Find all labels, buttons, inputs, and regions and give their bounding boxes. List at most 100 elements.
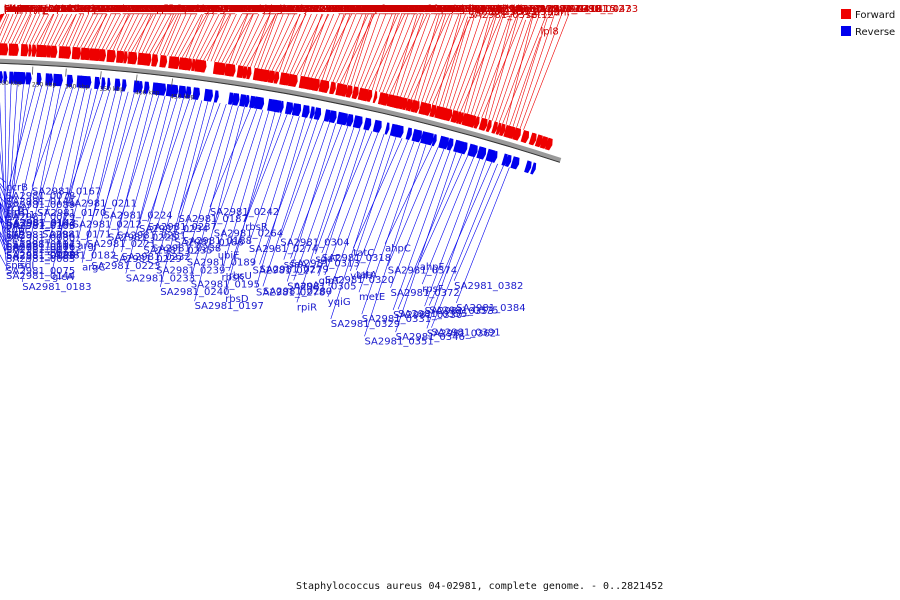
forward-gene-label: lctE [179,4,198,15]
forward-gene-label: SA2981_0213 [151,4,220,15]
forward-gene-label: SA2981_0332 [408,4,477,15]
gene-connector [235,13,260,66]
forward-gene-label: SA2981_0245 [209,4,278,15]
gene-connector [134,13,152,53]
forward-cds-arrow [242,66,248,79]
reverse-cds-arrow [304,105,310,118]
forward-gene-label: SA2981_0299 [366,4,435,15]
reverse-gene-label: SA2981_0362 [427,328,496,339]
ruler-label: 350 kbp [100,86,125,93]
reverse-gene-label: SA2981_0167 [32,187,101,198]
forward-cds-arrow [46,45,52,58]
forward-gene-label: SA2981_0315 [386,4,455,15]
forward-gene-label: SA2981_0246 [214,4,283,15]
gene-connector [261,13,284,70]
reverse-cds-arrow [295,103,302,117]
ruler-tick [65,68,67,77]
gene-connector [147,98,190,223]
forward-gene-label: uhpT [171,4,197,15]
gene-connector [0,191,7,219]
forward-gene-label: lctP [4,4,22,15]
reverse-gene-label: SA2981_0274 [249,244,318,255]
reverse-gene-label: SA2981_0170 [37,208,106,219]
forward-gene-label: tnpC [4,4,28,15]
gene-connector [194,106,245,302]
forward-gene-label: SA2981_0323 [405,4,474,15]
forward-cds-arrow [482,118,488,131]
gene-connector [421,156,475,285]
forward-gene-label: SA2981_0349 [424,4,493,15]
gene-connector [325,13,351,81]
gene-connector [221,13,248,64]
reverse-gene-label: sirB [6,207,25,218]
ruler-label: 300 kbp [65,84,90,91]
gene-connector [145,13,167,54]
forward-gene-label: sbnD [4,4,30,15]
gene-connector [31,86,67,187]
reverse-gene-label: SA2981_0384 [456,303,525,314]
forward-gene-label: SA2981_0291 [323,4,392,15]
reverse-gene-label: SA2981_0374 [388,266,457,277]
gene-connector [449,13,483,110]
gene-connector [248,115,294,244]
forward-cds-arrow [539,136,548,149]
reverse-gene-label: glcA [52,272,74,283]
forward-gene-label: sbnB [4,4,29,15]
gene-connector [243,13,271,67]
forward-cds-arrow [485,119,492,133]
gene-connector [225,13,254,64]
gene-connector [141,13,162,54]
forward-gene-label: SA2981_0200 [111,4,180,15]
forward-gene-label: geh [459,4,478,15]
gene-connector [414,13,440,101]
forward-gene-label: lpl8 [541,27,559,38]
reverse-gene-label: SA2981_0189 [187,258,256,269]
forward-gene-label: lrgB [197,4,217,15]
gene-connector [286,13,312,74]
reverse-cds-arrow [501,153,508,166]
gene-connector [11,85,49,240]
gene-connector [167,13,187,56]
gene-connector [83,13,103,48]
reverse-cds-arrow [366,118,372,131]
forward-gene-label: pnp [4,4,23,15]
forward-gene-label: SA2981_0244 [203,4,272,15]
gene-connector [6,85,43,219]
reverse-cds-arrow [357,116,363,129]
reverse-gene-label: tatC [353,248,374,259]
forward-gene-label: essA [270,4,294,15]
gene-connector [121,95,166,253]
forward-gene-label: SA2981_0215 [153,4,222,15]
forward-cds-arrow [50,45,58,58]
reverse-cds-arrow [479,147,487,160]
gene-connector [174,102,215,238]
forward-gene-label: SA2981_0251 [226,4,295,15]
forward-gene-label: SA2981_0373 [468,10,537,21]
gene-connector [103,93,141,211]
gene-connector [65,13,82,47]
reverse-gene-label: SA2981_0346 [396,332,465,343]
gene-connector [228,112,282,272]
forward-cds-arrow [130,52,136,65]
reverse-gene-label: SA2981_0280 [263,286,332,297]
forward-gene-label: SA2981_0177 [63,4,132,15]
reverse-cds-arrow [313,107,322,120]
forward-cds-arrow [282,73,290,86]
forward-gene-label: SA2981_0250 [230,4,299,15]
gene-connector [389,13,428,95]
gene-connector [58,13,77,47]
forward-gene-label: SA2981_0102 [4,4,73,15]
gene-connector [407,13,444,99]
reverse-cds-arrow [257,97,265,110]
legend-reverse-swatch [841,26,851,36]
gene-connector [474,13,511,116]
forward-gene-label: SA2981_0193 [93,4,162,15]
gene-connector [311,13,340,78]
reverse-cds-arrow [66,74,74,87]
forward-gene-label: ndhF [548,7,573,18]
gene-connector [293,125,349,281]
forward-gene-label: rpsR [437,4,460,15]
gene-connector [0,13,5,23]
forward-gene-label: SA2981_0317 [392,4,461,15]
reverse-gene-label: SA2981_0221 [87,239,156,250]
